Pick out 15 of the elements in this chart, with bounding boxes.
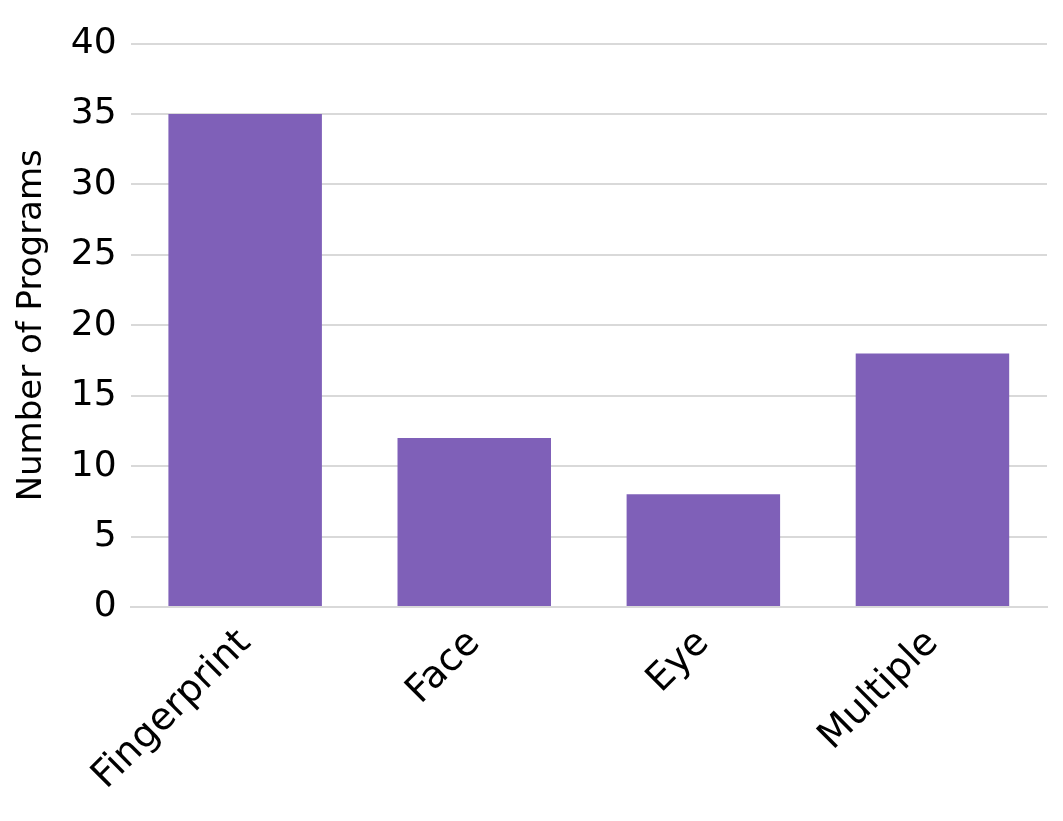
x-tick-label: Eye [636,619,717,700]
bar [626,494,781,606]
y-tick-label: 35 [70,90,117,132]
y-tick-label: 20 [70,301,117,343]
y-tick-label: 40 [70,19,117,61]
y-tick-label: 5 [93,512,117,554]
y-axis-title: Number of Programs [9,149,50,502]
bar [855,353,1010,606]
y-tick-label: 25 [70,231,117,273]
bar [397,437,551,606]
bar [168,114,322,606]
y-tick-label: 0 [93,583,117,625]
y-tick-label: 15 [70,372,117,414]
y-tick-label: 30 [70,160,117,202]
y-tick-label: 10 [70,442,117,484]
